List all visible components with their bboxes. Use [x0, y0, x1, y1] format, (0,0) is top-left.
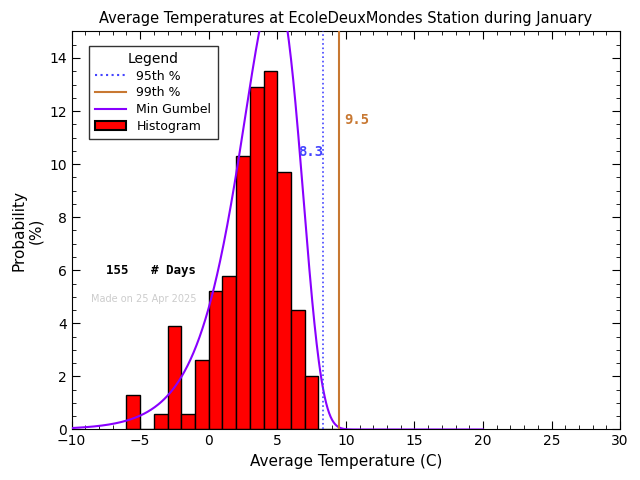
- 95th %: [319, 400, 326, 406]
- Min Gumbel: [479, 427, 487, 432]
- Text: 8.3: 8.3: [298, 145, 323, 159]
- Bar: [195, 360, 209, 430]
- Bar: [154, 414, 168, 430]
- X-axis label: Average Temperature (C): Average Temperature (C): [250, 454, 442, 469]
- Bar: [250, 87, 264, 430]
- 99th %: [335, 400, 343, 406]
- Bar: [277, 172, 291, 430]
- Text: 155   # Days: 155 # Days: [91, 264, 196, 277]
- 99th %: [335, 427, 343, 432]
- Bar: [127, 395, 140, 430]
- Bar: [181, 414, 195, 430]
- Bar: [168, 326, 181, 430]
- Min Gumbel: [118, 419, 125, 425]
- Min Gumbel: [153, 403, 161, 408]
- 95th %: [319, 427, 326, 432]
- Bar: [264, 71, 277, 430]
- Min Gumbel: [471, 427, 479, 432]
- Min Gumbel: [334, 424, 342, 430]
- Legend: 95th %, 99th %, Min Gumbel, Histogram: 95th %, 99th %, Min Gumbel, Histogram: [89, 46, 218, 139]
- Bar: [223, 276, 236, 430]
- Y-axis label: Probability
(%): Probability (%): [11, 190, 44, 271]
- Text: 9.5: 9.5: [344, 113, 369, 127]
- Title: Average Temperatures at EcoleDeuxMondes Station during January: Average Temperatures at EcoleDeuxMondes …: [99, 11, 593, 26]
- Bar: [236, 156, 250, 430]
- Min Gumbel: [239, 130, 246, 136]
- Min Gumbel: [40, 426, 48, 432]
- Line: Min Gumbel: Min Gumbel: [44, 0, 483, 430]
- Min Gumbel: [371, 427, 379, 432]
- Min Gumbel: [300, 195, 307, 201]
- Bar: [209, 291, 223, 430]
- Text: Made on 25 Apr 2025: Made on 25 Apr 2025: [91, 294, 196, 304]
- Bar: [291, 310, 305, 430]
- Bar: [305, 376, 319, 430]
